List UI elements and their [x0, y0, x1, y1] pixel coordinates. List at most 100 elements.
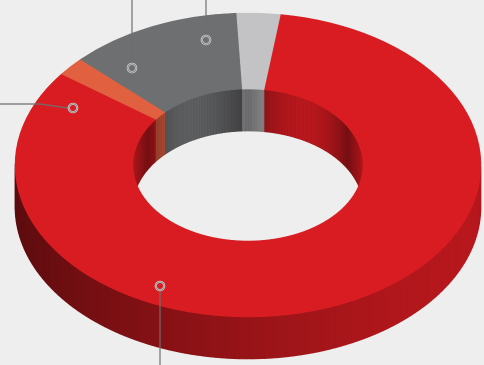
slice-2-inner-wall — [199, 94, 203, 139]
slice-3-inner-wall — [257, 88, 261, 132]
slice-2-inner-wall — [227, 89, 232, 133]
slice-2-inner-wall — [191, 97, 195, 142]
slice-0-inner-wall — [269, 90, 274, 134]
slice-0-outer-wall — [94, 279, 101, 325]
slice-2-inner-wall — [239, 88, 243, 132]
slice-0-outer-wall — [114, 289, 120, 335]
slice-3-inner-wall — [251, 88, 255, 132]
slice-0-outer-wall — [340, 302, 347, 347]
slice-0-outer-wall — [454, 230, 458, 279]
slice-0-outer-wall — [58, 252, 63, 300]
slice-0-outer-wall — [438, 248, 443, 295]
slice-0-outer-wall — [311, 309, 319, 354]
slice-2-inner-wall — [221, 90, 226, 134]
slice-0-outer-wall — [209, 314, 216, 358]
slice-0-outer-wall — [47, 242, 52, 290]
slice-2-inner-wall — [230, 89, 235, 133]
slice-2-inner-wall — [167, 108, 170, 154]
slice-0-outer-wall — [406, 272, 412, 319]
slice-0-inner-wall — [318, 104, 322, 149]
slice-0-outer-wall — [423, 261, 429, 308]
slice-0-outer-wall — [109, 286, 115, 332]
slice-0-outer-wall — [377, 288, 384, 334]
slice-0-outer-wall — [99, 281, 105, 328]
slice-0-outer-wall — [185, 311, 192, 355]
slice-0-outer-wall — [104, 284, 110, 330]
slice-0-outer-wall — [85, 273, 91, 320]
slice-0-outer-wall — [434, 251, 440, 299]
slice-2-inner-wall — [183, 100, 187, 145]
slice-0-outer-wall — [367, 292, 374, 338]
slice-0-outer-wall — [151, 302, 158, 348]
slice-0-inner-wall — [295, 95, 299, 140]
slice-2-inner-wall — [185, 99, 190, 144]
slice-0-outer-wall — [215, 315, 222, 359]
slice-0-outer-wall — [397, 278, 403, 324]
slice-2-inner-wall — [171, 106, 175, 151]
slice-0-outer-wall — [459, 223, 463, 272]
slice-0-outer-wall — [245, 316, 253, 360]
slice-0-outer-wall — [362, 294, 369, 340]
callout-marker-ring-0 — [155, 281, 165, 291]
slice-2-inner-wall — [176, 103, 180, 149]
slice-0-inner-wall — [316, 103, 320, 148]
callout-line-1 — [0, 103, 69, 109]
slice-0-outer-wall — [191, 312, 198, 356]
slice-2-inner-wall — [213, 91, 217, 135]
slice-0-outer-wall — [464, 215, 468, 264]
slice-0-outer-wall — [415, 267, 421, 314]
slice-0-outer-wall — [179, 309, 187, 354]
slice-0-outer-wall — [445, 241, 450, 289]
slice-0-outer-wall — [124, 293, 131, 339]
slice-0-outer-wall — [276, 315, 283, 359]
slice-0-inner-wall — [320, 105, 324, 151]
slice-0-inner-wall — [284, 92, 288, 136]
slice-0-outer-wall — [441, 244, 446, 292]
slice-0-outer-wall — [306, 310, 313, 355]
slice-0-inner-wall — [278, 91, 282, 135]
slice-0-outer-wall — [346, 300, 353, 346]
slice-0-outer-wall — [419, 264, 425, 311]
slice-0-inner-wall — [263, 89, 268, 133]
slice-0-outer-wall — [41, 235, 46, 283]
slice-0-outer-wall — [263, 315, 271, 359]
slice-0-outer-wall — [27, 214, 31, 261]
slice-0-outer-wall — [145, 301, 152, 346]
slice-0-outer-wall — [392, 280, 399, 327]
slice-0-outer-wall — [431, 254, 436, 302]
slice-2-inner-wall — [216, 91, 220, 135]
slice-0-inner-wall — [289, 93, 294, 138]
slice-0-outer-wall — [270, 315, 277, 359]
slice-3-inner-wall — [254, 88, 258, 132]
slice-2-inner-wall — [210, 92, 214, 136]
slice-0-outer-wall — [323, 306, 330, 352]
slice-0-outer-wall — [462, 219, 466, 268]
donut-side-walls — [14, 163, 482, 360]
slice-2-inner-wall — [218, 90, 223, 134]
slice-0-inner-wall — [323, 107, 326, 152]
slice-0-outer-wall — [466, 213, 470, 260]
slice-2-inner-wall — [164, 110, 168, 155]
slice-0-outer-wall — [39, 231, 43, 280]
slice-0-inner-wall — [303, 98, 307, 142]
slice-0-outer-wall — [357, 296, 364, 342]
slice-0-outer-wall — [329, 305, 336, 350]
slice-0-outer-wall — [90, 276, 96, 323]
slice-0-outer-wall — [203, 313, 210, 358]
slice-2-inner-wall — [196, 95, 200, 140]
slice-0-outer-wall — [300, 311, 307, 356]
slice-2-inner-wall — [201, 94, 206, 138]
slice-0-inner-wall — [287, 93, 291, 137]
slice-0-outer-wall — [34, 224, 38, 273]
slice-0-outer-wall — [251, 316, 259, 360]
slice-3-inner-wall — [248, 88, 252, 132]
slice-3-inner-wall — [263, 89, 265, 133]
slice-0-inner-wall — [325, 108, 329, 153]
slice-0-inner-wall — [329, 111, 333, 156]
slice-2-inner-wall — [207, 92, 211, 137]
slice-0-outer-wall — [317, 308, 325, 353]
slice-0-outer-wall — [77, 268, 83, 315]
slice-0-outer-wall — [54, 249, 59, 296]
slice-0-outer-wall — [221, 315, 228, 359]
